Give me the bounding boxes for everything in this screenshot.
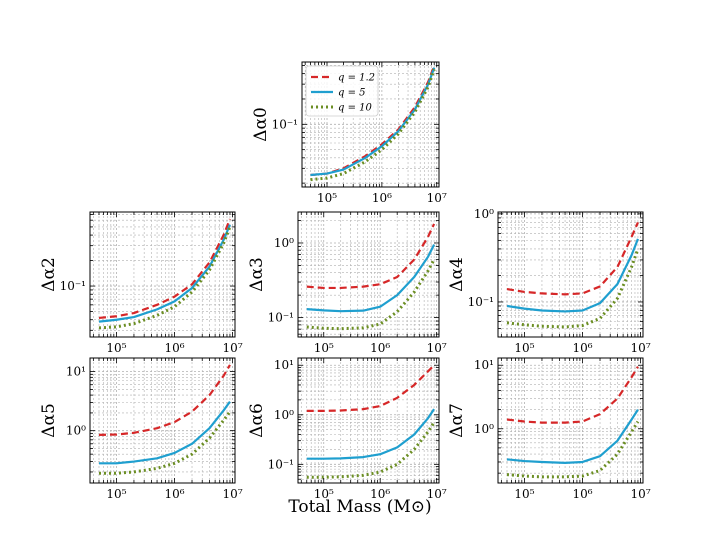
y-axis-label: Δα6: [247, 403, 267, 438]
series-line-dashed: [98, 364, 231, 436]
x-tick-label: 10⁵: [314, 487, 334, 501]
x-tick-label: 10⁷: [427, 487, 447, 501]
y-tick-label: 10⁻¹: [468, 295, 494, 309]
x-tick-label: 10⁷: [223, 341, 243, 355]
y-tick-label: 10⁰: [274, 236, 294, 250]
y-tick-label: 10⁻¹: [272, 117, 298, 131]
figure-xlabel: Total Mass (M⊙): [288, 497, 431, 517]
series-line-solid: [506, 409, 639, 465]
y-tick-label: 10¹: [66, 365, 86, 379]
x-tick-label: 10⁶: [572, 341, 592, 355]
y-tick-label: 10¹: [474, 358, 494, 372]
y-tick-label: 10⁰: [274, 408, 294, 422]
x-tick-label: 10⁷: [631, 487, 651, 501]
x-tick-label: 10⁶: [372, 191, 392, 205]
y-tick-label: 10¹: [274, 358, 294, 372]
axes-frame: [497, 211, 644, 338]
series-line-solid: [306, 408, 435, 460]
x-tick-label: 10⁶: [370, 341, 390, 355]
x-tick-label: 10⁵: [317, 191, 337, 205]
x-tick-label: 10⁵: [514, 341, 534, 355]
subplot-5: 10⁵ 10⁶ 10⁷ 10⁻¹ 10⁰ 10¹ Δα6: [247, 357, 447, 501]
series-line-dashed: [506, 221, 639, 296]
y-axis-label: Δα4: [447, 257, 467, 292]
series-line-dashed: [506, 366, 639, 424]
y-axis-label: Δα0: [251, 107, 271, 142]
x-tick-label: 10⁶: [370, 487, 390, 501]
series-line-solid: [506, 238, 639, 313]
x-tick-label: 10⁷: [427, 191, 447, 205]
axes-frame: [497, 357, 644, 484]
series-line-dashed: [98, 218, 231, 320]
series-line-solid: [98, 401, 231, 465]
x-tick-label: 10⁷: [631, 341, 651, 355]
series-line-dashed: [306, 223, 436, 290]
x-tick-label: 10⁷: [427, 341, 447, 355]
subplot-3: 10⁵ 10⁶ 10⁷ 10⁻¹ 10⁰ Δα4: [447, 207, 651, 355]
y-tick-label: 10⁻¹: [60, 279, 86, 293]
series-line-solid: [98, 224, 231, 323]
x-tick-label: 10⁵: [106, 487, 126, 501]
x-tick-label: 10⁵: [106, 341, 126, 355]
subplot-6: 10⁵ 10⁶ 10⁷ 10⁰ 10¹ Δα7: [447, 357, 651, 501]
x-tick-label: 10⁵: [514, 487, 534, 501]
y-tick-label: 10⁻¹: [268, 457, 294, 471]
x-tick-label: 10⁶: [164, 341, 184, 355]
legend-box: [305, 65, 379, 117]
series-line-dotted: [306, 258, 436, 331]
subplot-4: 10⁵ 10⁶ 10⁷ 10⁰ 10¹ Δα5: [39, 357, 243, 501]
legend: q = 1.2 q = 5 q = 10: [305, 65, 379, 117]
legend-label: q = 1.2: [338, 73, 375, 84]
series-line-dotted: [506, 248, 640, 329]
y-tick-label: 10⁰: [66, 424, 86, 438]
y-tick-label: 10⁰: [474, 422, 494, 436]
x-tick-label: 10⁶: [572, 487, 592, 501]
series-line-solid: [306, 244, 436, 313]
y-tick-label: 10⁰: [474, 207, 494, 221]
legend-label: q = 10: [338, 103, 373, 114]
axes-frame: [297, 357, 440, 484]
subplot-2: 10⁵ 10⁶ 10⁷ 10⁻¹ 10⁰ Δα3: [247, 211, 447, 355]
y-axis-label: Δα7: [447, 403, 467, 438]
x-tick-label: 10⁵: [314, 341, 334, 355]
x-tick-label: 10⁶: [164, 487, 184, 501]
legend-label: q = 5: [338, 88, 366, 99]
y-axis-label: Δα3: [247, 257, 267, 292]
y-tick-label: 10⁻¹: [268, 311, 294, 325]
axes-frame: [89, 211, 236, 338]
series-line-dotted: [98, 226, 232, 330]
axes-frame: [297, 211, 440, 338]
y-axis-label: Δα5: [39, 403, 59, 438]
y-axis-label: Δα2: [39, 257, 59, 292]
series-line-dotted: [506, 420, 640, 479]
series-line-dashed: [306, 364, 435, 412]
x-tick-label: 10⁷: [223, 487, 243, 501]
axes-frame: [89, 357, 236, 484]
series-line-dotted: [98, 410, 232, 475]
